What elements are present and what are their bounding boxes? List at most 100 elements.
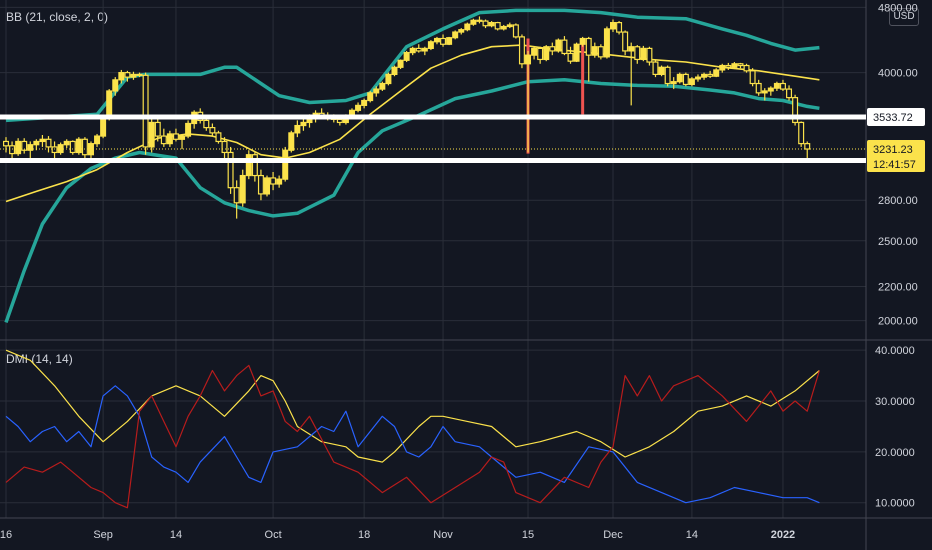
candle[interactable] [506, 22, 513, 29]
candle[interactable] [670, 77, 677, 90]
candle[interactable] [616, 21, 623, 35]
candle[interactable] [634, 45, 641, 64]
candle[interactable] [257, 169, 264, 201]
candle[interactable] [421, 46, 428, 56]
candle[interactable] [555, 38, 562, 53]
candle[interactable] [166, 130, 173, 147]
candle[interactable] [676, 72, 683, 84]
candle[interactable] [446, 36, 453, 46]
candle[interactable] [75, 137, 82, 155]
candle[interactable] [300, 118, 307, 131]
candle[interactable] [118, 69, 125, 84]
candle[interactable] [476, 16, 483, 24]
candle[interactable] [737, 62, 744, 69]
candle[interactable] [512, 23, 519, 39]
candle[interactable] [743, 63, 750, 73]
candle[interactable] [160, 128, 167, 147]
candle[interactable] [391, 65, 398, 77]
candle[interactable] [773, 81, 780, 91]
candle[interactable] [494, 21, 501, 31]
candle[interactable] [179, 133, 186, 150]
candle[interactable] [81, 137, 88, 159]
candle[interactable] [567, 46, 574, 64]
candle[interactable] [63, 139, 70, 149]
candle[interactable] [251, 152, 258, 182]
candle[interactable] [458, 28, 465, 35]
price-line-tag[interactable]: 3533.72 [867, 107, 925, 126]
candle[interactable] [761, 88, 768, 101]
candle[interactable] [361, 98, 368, 109]
candle[interactable] [664, 65, 671, 87]
candle[interactable] [87, 141, 94, 161]
candle[interactable] [688, 77, 695, 87]
dmi-series-line[interactable] [5, 349, 820, 463]
candle[interactable] [500, 24, 507, 31]
candle[interactable] [227, 146, 234, 194]
candle[interactable] [264, 175, 271, 197]
candle[interactable] [294, 120, 301, 138]
candle[interactable] [124, 70, 131, 82]
candle[interactable] [755, 79, 762, 96]
candle[interactable] [433, 36, 440, 45]
candle[interactable] [415, 44, 422, 53]
candle[interactable] [591, 42, 598, 58]
last-price-tag[interactable]: 3231.23 12:41:57 [867, 139, 925, 172]
candle[interactable] [403, 50, 410, 63]
candle[interactable] [427, 40, 434, 51]
candle[interactable] [94, 133, 101, 147]
candle[interactable] [9, 141, 16, 161]
candle[interactable] [767, 86, 774, 96]
candle[interactable] [385, 72, 392, 86]
candle[interactable] [367, 90, 374, 103]
candle[interactable] [15, 138, 22, 156]
candle[interactable] [39, 135, 46, 147]
candle[interactable] [142, 72, 149, 155]
candle[interactable] [585, 36, 592, 82]
candle[interactable] [525, 50, 532, 153]
candle[interactable] [69, 140, 76, 155]
candle[interactable] [136, 72, 143, 78]
candle[interactable] [579, 36, 586, 47]
candle[interactable] [33, 139, 40, 151]
candle[interactable] [239, 169, 246, 207]
candle[interactable] [707, 70, 714, 79]
candle[interactable] [112, 77, 119, 96]
candle[interactable] [397, 59, 404, 70]
candle[interactable] [725, 62, 732, 70]
candle[interactable] [682, 72, 689, 87]
candle[interactable] [270, 171, 277, 191]
candle[interactable] [27, 141, 34, 159]
candle[interactable] [646, 46, 653, 66]
candle[interactable] [233, 180, 240, 219]
candle[interactable] [658, 65, 665, 77]
candle[interactable] [51, 141, 58, 159]
candle[interactable] [713, 68, 720, 78]
candle[interactable] [215, 130, 222, 144]
candle[interactable] [203, 117, 210, 131]
candle[interactable] [191, 110, 198, 129]
candle[interactable] [209, 123, 216, 137]
candle[interactable] [597, 44, 604, 60]
candle[interactable] [694, 74, 701, 82]
candle[interactable] [154, 118, 161, 142]
candle[interactable] [609, 19, 616, 33]
candle[interactable] [792, 94, 799, 126]
candle[interactable] [488, 21, 495, 28]
candle[interactable] [282, 146, 289, 182]
candle[interactable] [779, 79, 786, 91]
candle[interactable] [749, 68, 756, 87]
dmi-series-line[interactable] [5, 364, 820, 509]
candle[interactable] [276, 175, 283, 188]
candle[interactable] [172, 128, 179, 142]
candle[interactable] [452, 30, 459, 40]
currency-button[interactable]: USD [889, 8, 919, 26]
candle[interactable] [786, 85, 793, 101]
candle[interactable] [21, 138, 28, 154]
candle[interactable] [130, 71, 137, 80]
candle[interactable] [701, 72, 708, 80]
candle[interactable] [409, 46, 416, 56]
candle[interactable] [379, 81, 386, 91]
candle[interactable] [719, 63, 726, 73]
candle[interactable] [355, 102, 362, 113]
